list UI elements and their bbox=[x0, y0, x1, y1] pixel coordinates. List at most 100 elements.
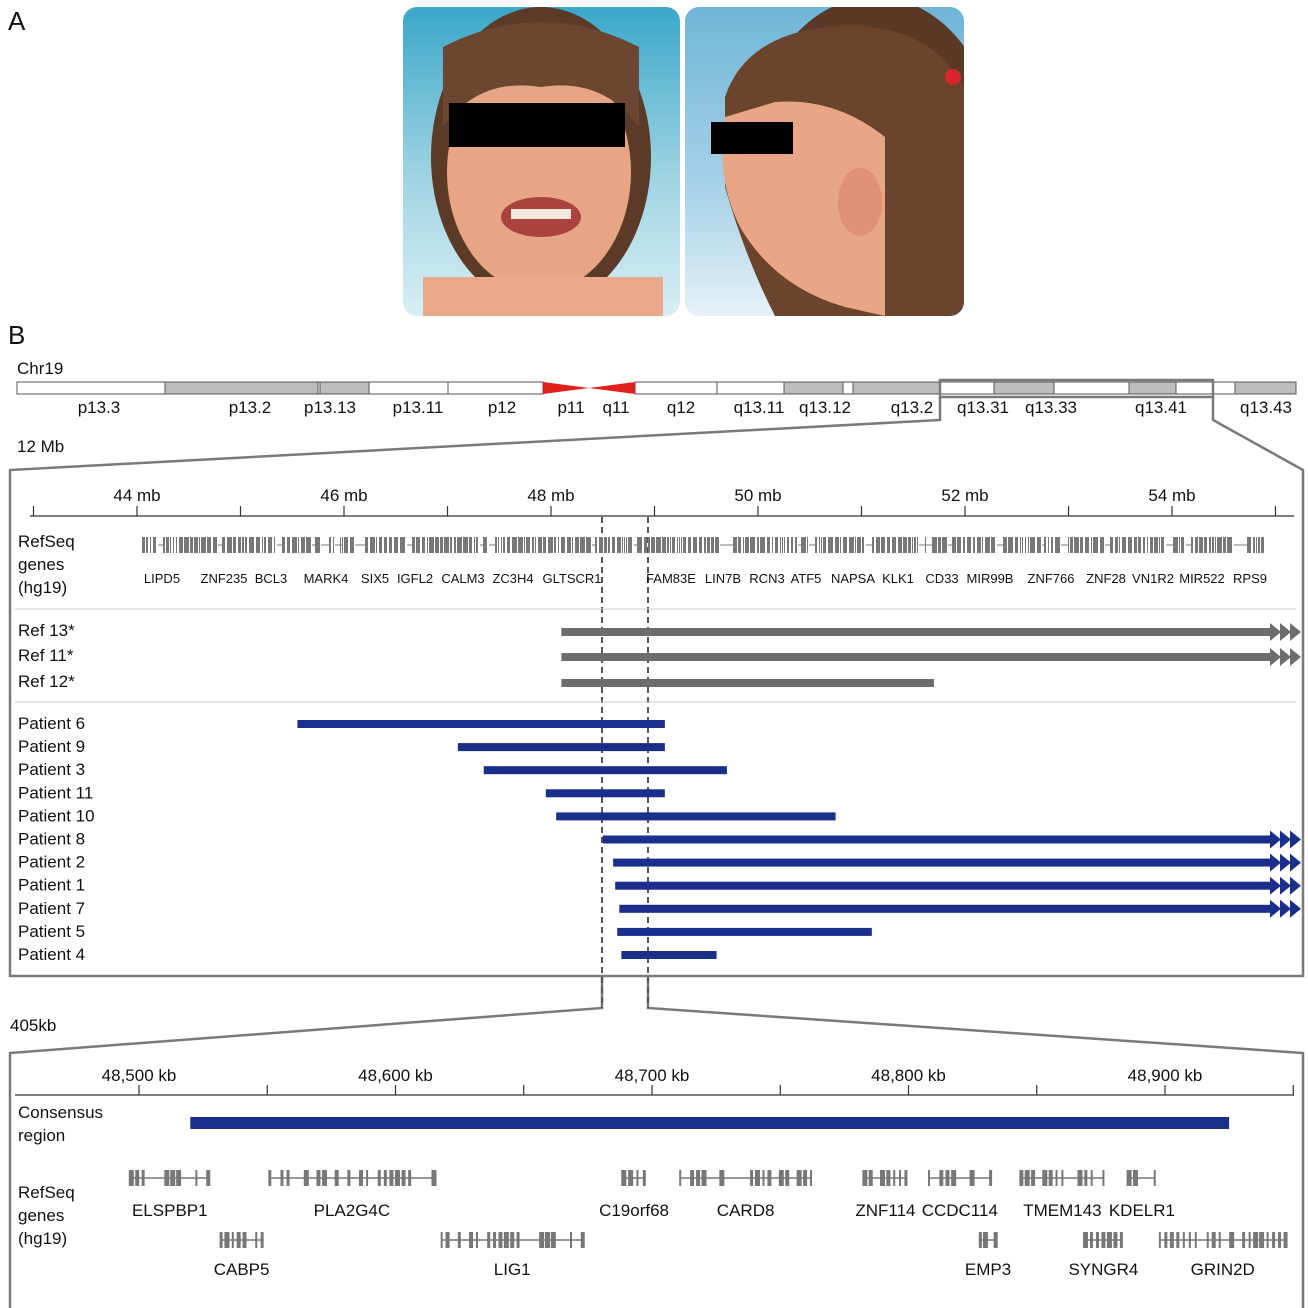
patient-case-5-arrow bbox=[1280, 830, 1291, 849]
exon bbox=[457, 1232, 461, 1248]
gene-block bbox=[967, 537, 971, 553]
gene-block bbox=[903, 537, 907, 553]
chromosome-band-7 bbox=[716, 381, 785, 395]
gene-block bbox=[1253, 537, 1255, 553]
gene-label-GRIN2D: GRIN2D bbox=[1191, 1260, 1255, 1279]
gene-block bbox=[1204, 537, 1207, 553]
gene-block bbox=[876, 537, 880, 553]
gene-block bbox=[238, 537, 241, 553]
gene-block bbox=[1150, 537, 1153, 553]
gene-block bbox=[1025, 537, 1026, 553]
gene-block bbox=[908, 537, 911, 553]
exon bbox=[1126, 1170, 1132, 1186]
gene-block bbox=[667, 537, 669, 553]
zoom2-size-label: 405kb bbox=[10, 1016, 56, 1035]
exon bbox=[516, 1232, 520, 1248]
exon bbox=[1106, 1232, 1112, 1248]
consensus-label-2: region bbox=[18, 1126, 65, 1145]
exon bbox=[636, 1170, 639, 1186]
gene-block bbox=[807, 537, 808, 553]
gene-block bbox=[1143, 537, 1145, 553]
ref-case-0-arrow bbox=[1280, 623, 1291, 641]
gene-block bbox=[1258, 537, 1260, 553]
gene-block bbox=[1122, 537, 1126, 553]
gene-block bbox=[711, 537, 714, 553]
gene-label-LIN7B: LIN7B bbox=[705, 571, 741, 586]
exon bbox=[487, 1232, 491, 1248]
exon bbox=[767, 1170, 772, 1186]
patient-case-6-arrow bbox=[1280, 853, 1291, 872]
gene-block bbox=[429, 537, 434, 553]
patient-case-7-arrow bbox=[1290, 876, 1301, 895]
gene-block bbox=[173, 537, 174, 553]
gene-block bbox=[268, 537, 272, 553]
gene-block bbox=[264, 537, 266, 553]
exon bbox=[690, 1170, 695, 1186]
exon bbox=[377, 1170, 381, 1186]
gene-block bbox=[554, 537, 556, 553]
exon bbox=[394, 1170, 400, 1186]
gene-block bbox=[262, 537, 263, 553]
gene-block bbox=[819, 537, 820, 553]
gene-block bbox=[524, 537, 525, 553]
gene-block bbox=[444, 537, 449, 553]
gene-block bbox=[344, 537, 348, 553]
gene-block bbox=[1020, 537, 1021, 553]
gene-block bbox=[498, 537, 499, 553]
exon bbox=[280, 1170, 284, 1186]
gene-block bbox=[828, 537, 833, 553]
exon bbox=[778, 1170, 784, 1186]
gene-label-RCN3: RCN3 bbox=[749, 571, 784, 586]
gene-block bbox=[750, 537, 755, 553]
exon bbox=[755, 1170, 761, 1186]
zoom2-tick-label: 48,800 kb bbox=[871, 1066, 946, 1085]
band-label-q13.11: q13.11 bbox=[734, 398, 785, 417]
exon bbox=[322, 1170, 328, 1186]
exon bbox=[503, 1232, 509, 1248]
chromosome-band-3 bbox=[319, 381, 370, 395]
exon bbox=[242, 1232, 247, 1248]
band-label-p13.13: p13.13 bbox=[304, 398, 356, 417]
patient-case-0-label: Patient 6 bbox=[18, 714, 85, 733]
patient-case-2-bar bbox=[483, 766, 727, 775]
gene-block bbox=[672, 537, 675, 553]
gene-block bbox=[249, 537, 254, 553]
exon bbox=[810, 1170, 813, 1186]
gene-block bbox=[624, 537, 625, 553]
gene-block bbox=[780, 537, 781, 553]
ref-case-0-arrow bbox=[1290, 623, 1301, 641]
gene-block bbox=[952, 537, 956, 553]
gene-block bbox=[233, 537, 236, 553]
exon bbox=[796, 1170, 802, 1186]
gene-block bbox=[1261, 537, 1264, 553]
gene-block bbox=[440, 537, 443, 553]
gene-block bbox=[342, 537, 343, 553]
exon bbox=[862, 1170, 868, 1186]
gene-block bbox=[699, 537, 702, 553]
gene-block bbox=[681, 537, 682, 553]
exon bbox=[268, 1170, 272, 1186]
ref-case-1-arrow bbox=[1290, 648, 1301, 666]
gene-block bbox=[604, 537, 607, 553]
centromere-p bbox=[543, 382, 589, 394]
exon bbox=[1113, 1232, 1118, 1248]
gene-label-LIPD5: LIPD5 bbox=[144, 571, 180, 586]
gene-block bbox=[333, 537, 334, 553]
gene-label-LIG1: LIG1 bbox=[494, 1260, 531, 1279]
zoom2-tick-label: 48,500 kb bbox=[102, 1066, 177, 1085]
gene-block bbox=[1093, 537, 1098, 553]
exon bbox=[493, 1232, 497, 1248]
zoom2-refseq-label-3: (hg19) bbox=[18, 1229, 67, 1248]
gene-block bbox=[693, 537, 697, 553]
gene-block bbox=[298, 537, 299, 553]
exon bbox=[803, 1170, 808, 1186]
exon bbox=[1101, 1232, 1106, 1248]
gene-block bbox=[1128, 537, 1132, 553]
zoom1-tick-label: 48 mb bbox=[527, 486, 574, 505]
chromosome-band-12 bbox=[993, 381, 1055, 395]
privacy-bar bbox=[449, 103, 625, 147]
chromosome-band-11 bbox=[939, 381, 995, 395]
chromosome-band-14 bbox=[1128, 381, 1177, 395]
exon bbox=[628, 1170, 634, 1186]
patient-case-2-label: Patient 3 bbox=[18, 760, 85, 779]
